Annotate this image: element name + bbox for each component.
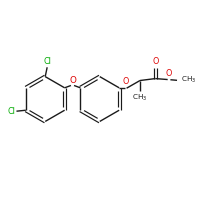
Text: O: O [122,77,129,86]
Text: O: O [152,57,159,66]
Text: CH$_3$: CH$_3$ [132,93,148,103]
Text: O: O [165,69,172,78]
Text: Cl: Cl [7,107,15,116]
Text: O: O [69,76,76,85]
Text: Cl: Cl [43,57,51,66]
Text: CH$_3$: CH$_3$ [181,74,196,85]
